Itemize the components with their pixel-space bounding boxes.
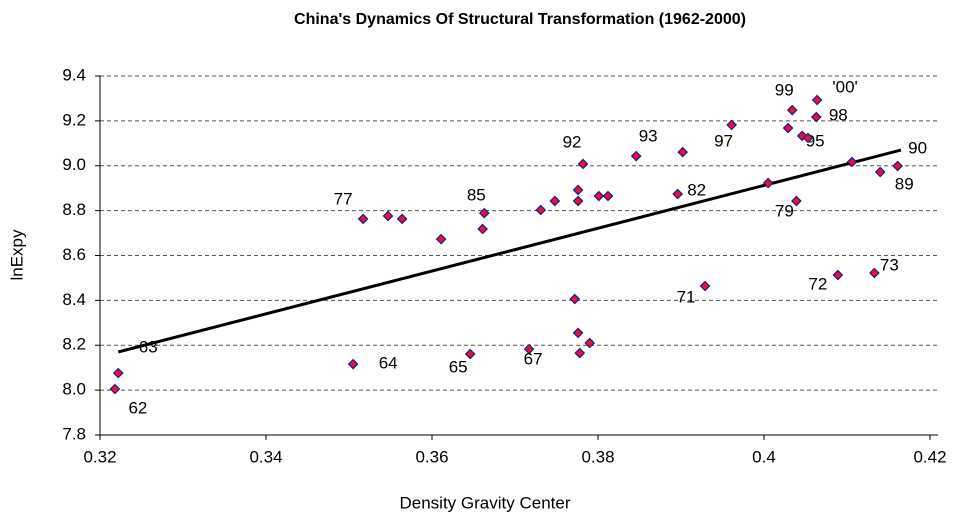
point-label: 97	[714, 131, 733, 150]
x-tick-label: 0.32	[83, 447, 116, 466]
point	[577, 158, 589, 170]
point-label: 93	[639, 127, 658, 146]
point	[523, 343, 535, 355]
point	[584, 337, 596, 349]
point	[478, 207, 490, 219]
point-label: 65	[449, 357, 468, 376]
point	[477, 223, 488, 235]
point	[535, 204, 547, 216]
x-tick-label: 0.42	[913, 447, 946, 466]
point	[572, 195, 584, 207]
y-tick-label: 8.0	[62, 380, 86, 399]
y-tick-label: 8.8	[62, 200, 86, 219]
point	[892, 160, 903, 172]
point	[569, 293, 581, 305]
point-label: 99	[775, 81, 794, 100]
point-label: 90	[908, 138, 927, 157]
x-tick-label: 0.36	[415, 447, 448, 466]
x-axis-label: Density Gravity Center	[400, 493, 571, 512]
chart-title: China's Dynamics Of Structural Transform…	[294, 11, 746, 28]
point-label: 79	[775, 201, 794, 220]
point-label: 67	[524, 350, 543, 369]
point	[382, 210, 394, 222]
point	[602, 190, 614, 202]
point-label: 64	[379, 354, 398, 373]
point-label: 82	[687, 181, 706, 200]
y-tick-label: 8.4	[62, 290, 86, 309]
point	[869, 267, 880, 279]
point-label: 62	[128, 398, 147, 417]
point-label: 89	[895, 175, 914, 194]
point	[786, 104, 798, 116]
y-axis-label: lnExpy	[7, 229, 26, 281]
point-label: 71	[677, 287, 696, 306]
point	[347, 358, 359, 370]
point	[699, 280, 711, 292]
point	[593, 190, 605, 202]
point-label: '00'	[832, 77, 857, 96]
point	[846, 156, 858, 168]
point	[357, 213, 369, 225]
point-label: 85	[467, 186, 486, 205]
point	[672, 188, 684, 200]
point	[782, 122, 794, 134]
point	[464, 348, 476, 360]
point	[811, 94, 823, 106]
y-tick-label: 9.2	[62, 110, 86, 129]
x-tick-label: 0.38	[581, 447, 614, 466]
point	[435, 233, 447, 245]
point-label: 63	[139, 338, 158, 357]
point	[726, 119, 737, 131]
point	[112, 367, 124, 379]
point	[791, 195, 802, 207]
x-tick-label: 0.4	[752, 447, 776, 466]
y-tick-label: 7.8	[62, 424, 86, 443]
point	[630, 150, 642, 162]
point	[677, 146, 689, 158]
point	[810, 111, 822, 123]
point	[802, 132, 814, 144]
point	[574, 347, 586, 359]
point-label: 92	[563, 132, 582, 151]
point	[874, 166, 886, 178]
y-tick-label: 9.4	[62, 65, 86, 84]
point	[549, 195, 561, 207]
x-tick-label: 0.34	[249, 447, 282, 466]
point	[109, 383, 121, 395]
point	[396, 213, 408, 225]
trendline	[117, 148, 902, 354]
y-tick-label: 9.0	[62, 155, 86, 174]
point	[572, 327, 584, 339]
y-tick-label: 8.6	[62, 245, 86, 264]
point-label: 73	[880, 255, 899, 274]
point	[762, 177, 774, 189]
y-tick-label: 8.2	[62, 335, 86, 354]
point-label: 72	[808, 275, 827, 294]
point-label: 77	[334, 189, 353, 208]
point	[572, 184, 584, 196]
point	[832, 269, 844, 281]
point-label: 98	[829, 106, 848, 125]
